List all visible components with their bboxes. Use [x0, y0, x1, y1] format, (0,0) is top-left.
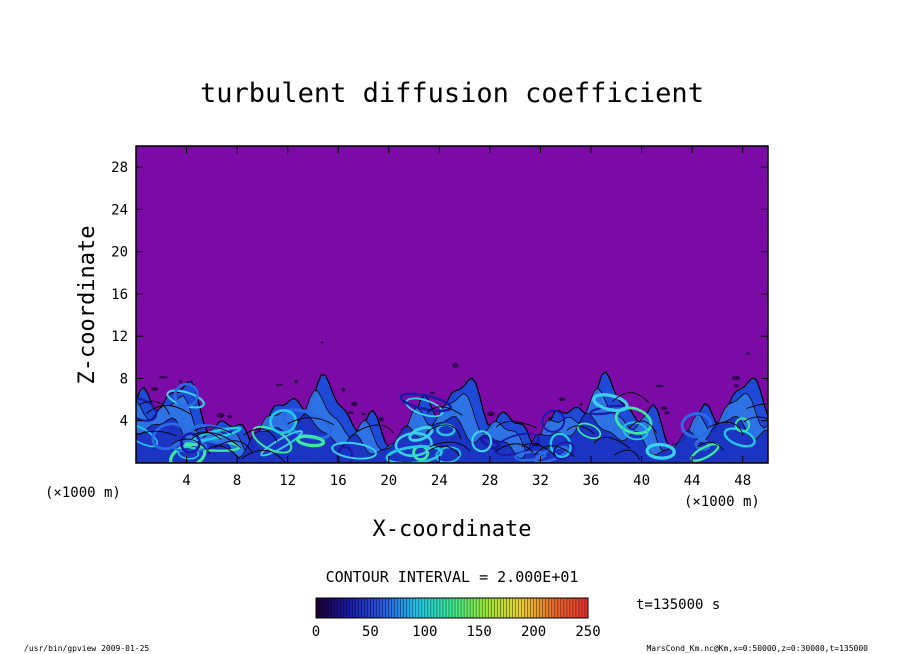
y-tick-label: 16: [111, 287, 128, 303]
colorbar-ticks: 0 50 100 150 200 250: [312, 624, 601, 640]
x-axis-label: X-coordinate: [373, 517, 532, 542]
x-tick-label: 36: [583, 473, 600, 489]
y-tick-label: 20: [111, 245, 128, 261]
colorbar-frame: [315, 597, 589, 619]
y-axis-label: Z-coordinate: [75, 226, 100, 385]
contour-interval: CONTOUR INTERVAL = 2.000E+01: [326, 568, 579, 586]
footer-right: MarsCond_Km.nc@Km,x=0:50000,z=0:30000,t=…: [646, 644, 868, 653]
y-axis-units: (×1000 m): [45, 485, 121, 501]
x-axis: 4 8 12 16 20 24 28 32 36 40 44 48: [182, 146, 751, 489]
x-tick-label: 44: [684, 473, 701, 489]
y-tick-label: 24: [111, 202, 128, 218]
turbulent-layer: [136, 341, 768, 463]
y-tick-label: 4: [120, 414, 128, 430]
x-tick-label: 12: [279, 473, 296, 489]
x-tick-label: 24: [431, 473, 448, 489]
x-tick-label: 32: [532, 473, 549, 489]
colorbar-tick-label: 50: [362, 624, 379, 640]
plot-frame: [135, 145, 769, 464]
x-tick-label: 28: [481, 473, 498, 489]
y-tick-label: 8: [120, 371, 128, 387]
x-axis-units: (×1000 m): [684, 494, 760, 510]
time-label: t=135000 s: [636, 597, 720, 613]
colorbar-tick-label: 200: [521, 624, 546, 640]
y-tick-label: 28: [111, 160, 128, 176]
x-tick-label: 4: [182, 473, 190, 489]
footer-left: /usr/bin/gpview 2009-01-25: [24, 644, 149, 653]
colorbar-tick-label: 150: [467, 624, 492, 640]
colorbar: 0 50 100 150 200 250: [312, 597, 601, 640]
x-tick-label: 8: [233, 473, 241, 489]
y-tick-label: 12: [111, 329, 128, 345]
x-tick-label: 48: [734, 473, 751, 489]
plot-area: [135, 145, 769, 464]
colorbar-tick-label: 100: [412, 624, 437, 640]
y-axis: 4 8 12 16 20 24 28: [111, 160, 768, 430]
x-tick-label: 40: [633, 473, 650, 489]
colorbar-stripes: [318, 598, 586, 618]
chart-title: turbulent diffusion coefficient: [200, 78, 704, 109]
x-tick-label: 20: [380, 473, 397, 489]
colorbar-tick-label: 250: [575, 624, 600, 640]
x-tick-label: 16: [330, 473, 347, 489]
colorbar-tick-label: 0: [312, 624, 320, 640]
